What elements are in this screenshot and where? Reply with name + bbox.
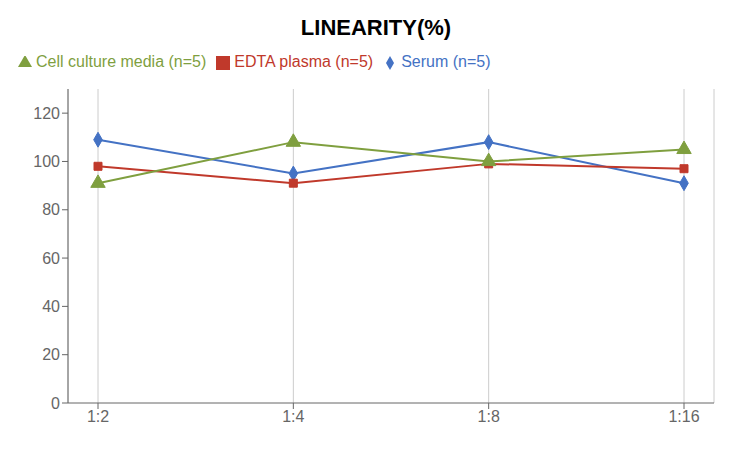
svg-text:1:8: 1:8: [478, 408, 500, 425]
html-text:LINEARITY(%): LINEARITY(%): [300, 15, 452, 40]
svg-text:1:2: 1:2: [87, 408, 109, 425]
svg-text:80: 80: [42, 201, 60, 218]
html-text:Serum (n=5): Serum (n=5): [401, 53, 491, 70]
svg-text:1:4: 1:4: [282, 408, 304, 425]
svg-text:0: 0: [51, 395, 60, 412]
html-text:EDTA plasma (n=5): EDTA plasma (n=5): [234, 53, 374, 70]
svg-text:40: 40: [42, 298, 60, 315]
svg-text:120: 120: [33, 105, 60, 122]
svg-text:100: 100: [33, 153, 60, 170]
svg-text:20: 20: [42, 346, 60, 363]
svg-text:60: 60: [42, 250, 60, 267]
svg-text:1:16: 1:16: [668, 408, 699, 425]
html-text:Cell culture media (n=5): Cell culture media (n=5): [36, 53, 207, 70]
